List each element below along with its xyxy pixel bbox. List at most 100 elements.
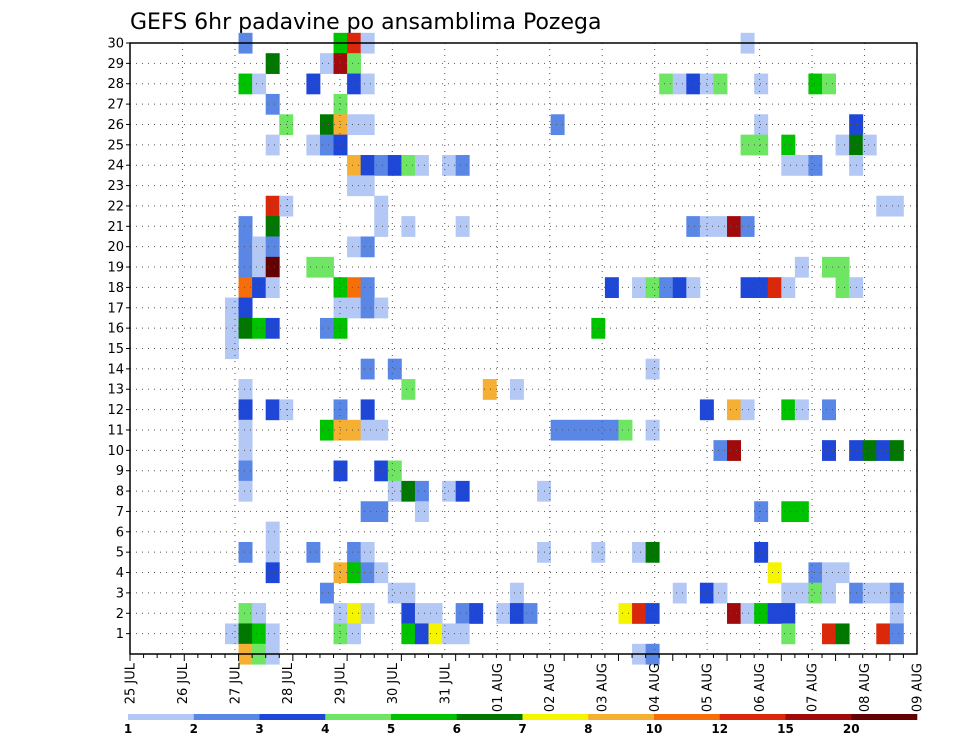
heatmap-cell — [238, 297, 253, 319]
heatmap-cell — [754, 277, 769, 298]
heatmap-cell — [754, 134, 769, 156]
x-tick-label: 07 AUG — [806, 663, 821, 712]
heatmap-cell — [238, 73, 253, 95]
heatmap-cell — [808, 155, 823, 176]
y-axis: 1234567891011121314151617181920212223242… — [107, 37, 130, 642]
heatmap-cell — [252, 623, 267, 645]
y-tick-label: 1 — [116, 627, 124, 642]
heatmap-cell — [889, 623, 904, 645]
heatmap-cell — [238, 236, 253, 258]
heatmap-cell — [224, 317, 239, 339]
heatmap-cell — [414, 501, 429, 523]
y-tick-label: 4 — [116, 566, 124, 581]
heatmap-cell — [618, 603, 633, 624]
x-tick-label: 01 AUG — [491, 663, 506, 712]
colorbar-label: 15 — [777, 722, 794, 736]
heatmap-cell — [319, 134, 334, 156]
x-tick-label: 28 JUL — [281, 662, 296, 704]
y-tick-label: 8 — [116, 485, 124, 500]
heatmap-cell — [347, 155, 362, 176]
heatmap-cell — [740, 603, 755, 624]
colorbar-label: 10 — [646, 722, 663, 736]
heatmap-cell — [374, 195, 389, 217]
y-tick-label: 28 — [107, 77, 124, 92]
heatmap-cell — [319, 114, 334, 136]
heatmap-cell — [808, 73, 823, 95]
colorbar-label: 6 — [453, 722, 461, 736]
heatmap-cell — [632, 541, 647, 563]
colorbar-label: 20 — [843, 722, 860, 736]
heatmap-cell — [781, 501, 796, 523]
heatmap-cell — [360, 603, 375, 624]
heatmap-cell — [822, 582, 836, 604]
heatmap-cell — [401, 603, 416, 624]
heatmap-cell — [713, 216, 728, 237]
heatmap-cell — [265, 541, 280, 563]
heatmap-cell — [347, 541, 362, 563]
heatmap-cell — [577, 419, 592, 441]
x-tick-label: 08 AUG — [858, 663, 873, 712]
heatmap-cell — [360, 114, 375, 136]
heatmap-cell — [374, 216, 389, 237]
heatmap-cell — [781, 134, 796, 156]
colorbar-label: 5 — [387, 722, 395, 736]
heatmap-cell — [862, 440, 877, 461]
heatmap-cell — [401, 623, 416, 645]
heatmap-cell — [414, 623, 429, 645]
colorbar-swatch — [654, 714, 721, 720]
heatmap-cell — [252, 256, 267, 278]
heatmap-cell — [360, 419, 375, 441]
heatmap-cell — [401, 155, 416, 176]
heatmap-cell — [428, 623, 443, 645]
x-tick-label: 04 AUG — [648, 663, 663, 712]
heatmap-cell — [835, 623, 850, 645]
heatmap-cell — [727, 603, 741, 624]
heatmap-cell — [509, 582, 524, 604]
heatmap-cell — [713, 582, 728, 604]
heatmap-cell — [238, 256, 253, 278]
heatmap-cell — [822, 562, 836, 584]
colorbar-swatch — [522, 714, 589, 720]
heatmap-cell — [822, 440, 836, 461]
heatmap-cell — [265, 93, 280, 115]
heatmap-cell — [347, 236, 362, 258]
y-tick-label: 5 — [116, 546, 124, 561]
y-tick-label: 2 — [116, 607, 124, 622]
colorbar-swatch — [128, 714, 195, 720]
heatmap-cell — [754, 501, 769, 523]
x-tick-label: 31 JUL — [438, 662, 453, 704]
y-tick-label: 9 — [116, 464, 124, 479]
heatmap-cell — [781, 399, 796, 421]
y-tick-label: 30 — [107, 37, 124, 52]
heatmap-cell — [238, 440, 253, 461]
heatmap-cell — [672, 277, 687, 298]
heatmap-cell — [374, 562, 389, 584]
heatmap-cell — [564, 419, 579, 441]
heatmap-cell — [252, 317, 267, 339]
heatmap-cell — [265, 134, 280, 156]
heatmap-cell — [224, 623, 239, 645]
heatmap-cell — [754, 114, 769, 136]
heatmap-cell — [360, 175, 375, 197]
x-tick-label: 30 JUL — [386, 662, 401, 704]
heatmap-cell — [401, 582, 416, 604]
heatmap-cell — [672, 73, 687, 95]
y-tick-label: 14 — [107, 362, 124, 377]
heatmap-cell — [319, 317, 334, 339]
heatmap-cell — [767, 277, 782, 298]
heatmap-cell — [265, 399, 280, 421]
heatmap-cell — [238, 419, 253, 441]
colorbar-swatch — [391, 714, 458, 720]
y-tick-label: 13 — [107, 383, 124, 398]
heatmap-cell — [794, 256, 809, 278]
y-tick-label: 12 — [107, 403, 124, 418]
heatmap-cell — [224, 338, 239, 360]
x-tick-label: 05 AUG — [701, 663, 716, 712]
heatmap-cell — [265, 562, 280, 584]
y-tick-label: 18 — [107, 281, 124, 296]
heatmap-cell — [238, 399, 253, 421]
heatmap-cell — [265, 216, 280, 237]
heatmap-cell — [347, 175, 362, 197]
colorbar-label: 7 — [518, 722, 526, 736]
heatmap-cell — [401, 379, 416, 400]
